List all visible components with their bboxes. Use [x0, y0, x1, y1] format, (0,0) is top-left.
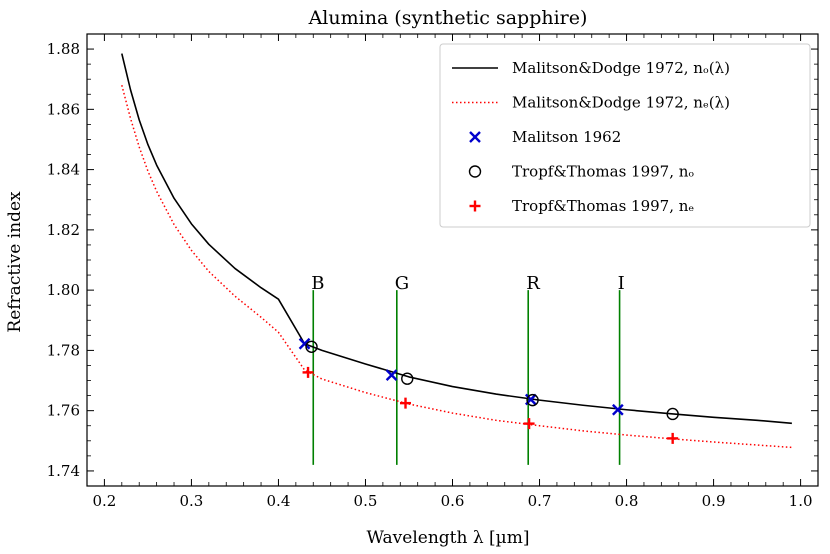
legend-box	[439, 43, 811, 228]
y-tick-label: 1.74	[47, 462, 80, 480]
y-tick-label: 1.78	[47, 341, 80, 359]
x-tick-label: 0.6	[441, 492, 465, 510]
legend-label: Malitson 1962	[512, 128, 621, 146]
legend-swatch	[468, 165, 482, 178]
legend-label: Tropf&Thomas 1997, nₒ	[512, 163, 694, 181]
plot-frame	[86, 33, 819, 487]
x-tick-label: 1.0	[789, 492, 813, 510]
series-md_e	[121, 85, 792, 449]
legend-entry: Malitson&Dodge 1972, nₒ(λ)	[452, 59, 730, 77]
plot-area: 0.2 0.3 0.4 0.5 0.6 0.7 0.8 0.9 1.0 1.74 1.76 1.78 1…	[47, 33, 818, 510]
data-point	[666, 407, 679, 421]
legend-swatch	[469, 200, 481, 212]
band-label: B	[311, 273, 324, 294]
legend-entry: Tropf&Thomas 1997, nₒ	[468, 163, 694, 181]
series-line	[121, 85, 792, 449]
y-tick-label: 1.76	[47, 402, 80, 420]
legend-swatch	[469, 131, 481, 143]
band-label: I	[618, 273, 625, 294]
axis-ticks: 0.2 0.3 0.4 0.5 0.6 0.7 0.8 0.9 1.0 1.74 1.76 1.78 1…	[47, 33, 818, 510]
x-tick-label: 0.8	[615, 492, 639, 510]
x-tick-label: 0.2	[92, 492, 116, 510]
data-point	[298, 337, 311, 350]
band-label: G	[395, 273, 409, 294]
y-tick-label: 1.86	[47, 100, 80, 118]
x-tick-label: 0.4	[267, 492, 291, 510]
legend-entry: Malitson 1962	[469, 128, 621, 146]
x-axis-label: Wavelength λ [µm]	[367, 528, 530, 548]
y-tick-label: 1.84	[47, 161, 80, 179]
x-tick-label: 0.7	[528, 492, 552, 510]
x-tick-label: 0.5	[354, 492, 378, 510]
chart-title: Alumina (synthetic sapphire)	[308, 7, 588, 29]
band-label: R	[526, 273, 540, 294]
band-line-i: I	[618, 273, 625, 465]
y-tick-label: 1.82	[47, 221, 80, 239]
legend-label: Malitson&Dodge 1972, nₑ(λ)	[512, 94, 730, 112]
series-md_o	[121, 53, 792, 425]
y-axis-label: Refractive index	[5, 191, 25, 333]
band-line-b: B	[311, 273, 324, 465]
band-line-g: G	[395, 273, 409, 465]
legend-label: Malitson&Dodge 1972, nₒ(λ)	[512, 59, 730, 77]
data-point	[667, 432, 679, 444]
data-point	[523, 418, 535, 430]
x-tick-label: 0.3	[179, 492, 203, 510]
data-point	[400, 397, 412, 409]
legend: Malitson&Dodge 1972, nₒ(λ) Malitson&Dodge…	[439, 43, 811, 228]
data-point	[611, 403, 624, 416]
x-tick-label: 0.9	[702, 492, 726, 510]
legend-label: Tropf&Thomas 1997, nₑ	[512, 197, 694, 215]
series-tt_e	[302, 366, 679, 444]
legend-entry: Tropf&Thomas 1997, nₑ	[469, 197, 694, 215]
y-tick-label: 1.88	[47, 40, 80, 58]
series-m1962	[298, 337, 624, 416]
legend-entry: Malitson&Dodge 1972, nₑ(λ)	[452, 94, 730, 112]
data-point	[385, 369, 398, 381]
data-point	[302, 366, 314, 378]
y-tick-label: 1.80	[47, 281, 80, 299]
series-line	[121, 53, 792, 425]
data-point	[401, 372, 414, 385]
data-point	[305, 340, 318, 353]
band-line-r: R	[526, 273, 540, 465]
series-tt_o	[305, 340, 679, 421]
data-point	[526, 393, 539, 407]
